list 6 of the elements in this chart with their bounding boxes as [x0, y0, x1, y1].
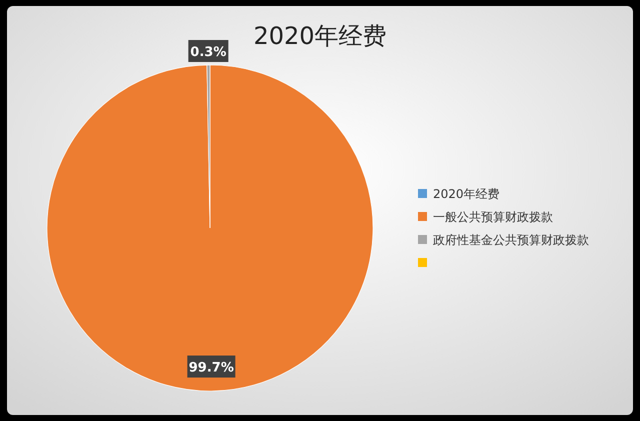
slice-label: 一般公共预算财政拨款 — [433, 210, 553, 224]
legend-label: 2020年经费 — [433, 187, 500, 201]
chart-title: 2020年经费 — [253, 22, 387, 50]
data-label: 99.7% — [188, 360, 234, 376]
legend-label: 政府性基金公共预算财政拨款 — [433, 233, 589, 247]
data-label: 0.3% — [190, 45, 226, 60]
